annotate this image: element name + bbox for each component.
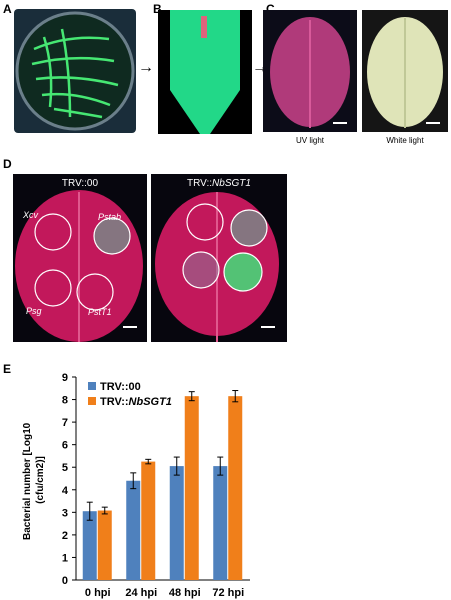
leaf-nbsgt1-photo — [151, 174, 287, 342]
panel-letter-b: B — [153, 2, 162, 16]
bar-0-0 — [82, 511, 97, 580]
chart-y-axis-title-line-1: Bacterial number [Log10 — [22, 422, 33, 540]
legend-label-gene-1: NbSGT1 — [129, 396, 172, 408]
y-tick-label-3: 3 — [62, 507, 68, 519]
legend-label-gene-0: 00 — [129, 381, 141, 393]
legend-label-0: TRV::00 — [100, 381, 141, 393]
y-tick-label-9: 9 — [62, 372, 68, 384]
title-trv-nbsgt1: TRV::NbSGT1 — [151, 178, 287, 189]
culture-tube-image — [170, 10, 240, 134]
y-tick-label-0: 0 — [62, 575, 68, 587]
bar-0-1 — [126, 480, 141, 580]
leaf-trv00-image — [15, 190, 143, 342]
legend-swatch-0 — [88, 382, 96, 390]
petri-dish-image — [15, 11, 135, 131]
leaf-trv00-photo — [13, 174, 147, 342]
leaf-uv-photo — [263, 10, 357, 132]
y-tick-label-5: 5 — [62, 462, 68, 474]
y-tick-label-7: 7 — [62, 417, 68, 429]
x-tick-label-1: 24 hpi — [125, 587, 157, 599]
legend-swatch-1 — [88, 397, 96, 405]
panel-letter-d: D — [3, 157, 12, 171]
bar-0-2 — [169, 466, 184, 580]
y-tick-label-2: 2 — [62, 530, 68, 542]
title-trv-nbsgt1-gene: NbSGT1 — [212, 178, 251, 189]
petri-dish-photo — [14, 9, 136, 133]
y-tick-label-4: 4 — [62, 485, 69, 497]
bar-1-3 — [228, 396, 243, 580]
title-trv00: TRV::00 — [61, 178, 99, 189]
panel-letter-a: A — [3, 2, 12, 16]
caption-white-light: White light — [386, 136, 424, 145]
chart-y-axis-title-line-2: (cfu/cm2)] — [35, 456, 46, 504]
arrow-a-to-b: → — [138, 59, 154, 76]
site-label-psti: PstT1 — [88, 307, 112, 317]
x-tick-label-2: 48 hpi — [169, 587, 201, 599]
legend-label-prefix-0: TRV:: — [100, 381, 129, 393]
site-label-pstab: Pstab — [98, 212, 122, 222]
bacterial-growth-chart: Bacterial number [Log10 (cfu/cm2)] 0 1 2 3 4… — [22, 372, 250, 599]
panel-letter-e: E — [3, 362, 12, 376]
y-tick-label-1: 1 — [62, 552, 68, 564]
x-tick-label-0: 0 hpi — [85, 587, 111, 599]
site-label-psg: Psg — [26, 306, 42, 316]
bar-1-2 — [184, 396, 199, 580]
x-tick-label-3: 72 hpi — [212, 587, 244, 599]
culture-tube-photo — [158, 10, 252, 134]
leaf-white-photo — [362, 10, 448, 132]
title-trv-nbsgt1-prefix: TRV:: — [187, 178, 213, 189]
bar-1-0 — [97, 510, 112, 580]
panel-letter-c: C — [266, 2, 275, 16]
legend-label-prefix-1: TRV:: — [100, 396, 129, 408]
y-tick-label-6: 6 — [62, 440, 68, 452]
y-tick-label-8: 8 — [62, 395, 68, 407]
leaf-white-image — [367, 17, 443, 128]
chart-y-axis-title: Bacterial number [Log10 (cfu/cm2)] — [22, 420, 46, 540]
leaf-uv-image — [270, 17, 350, 128]
bar-1-1 — [141, 461, 156, 580]
legend-label-1: TRV::NbSGT1 — [100, 396, 172, 408]
caption-uv-light: UV light — [295, 136, 324, 145]
bar-0-3 — [213, 466, 228, 580]
site-label-xcv: Xcv — [23, 210, 39, 220]
leaf-nbsgt1-image — [155, 192, 279, 342]
